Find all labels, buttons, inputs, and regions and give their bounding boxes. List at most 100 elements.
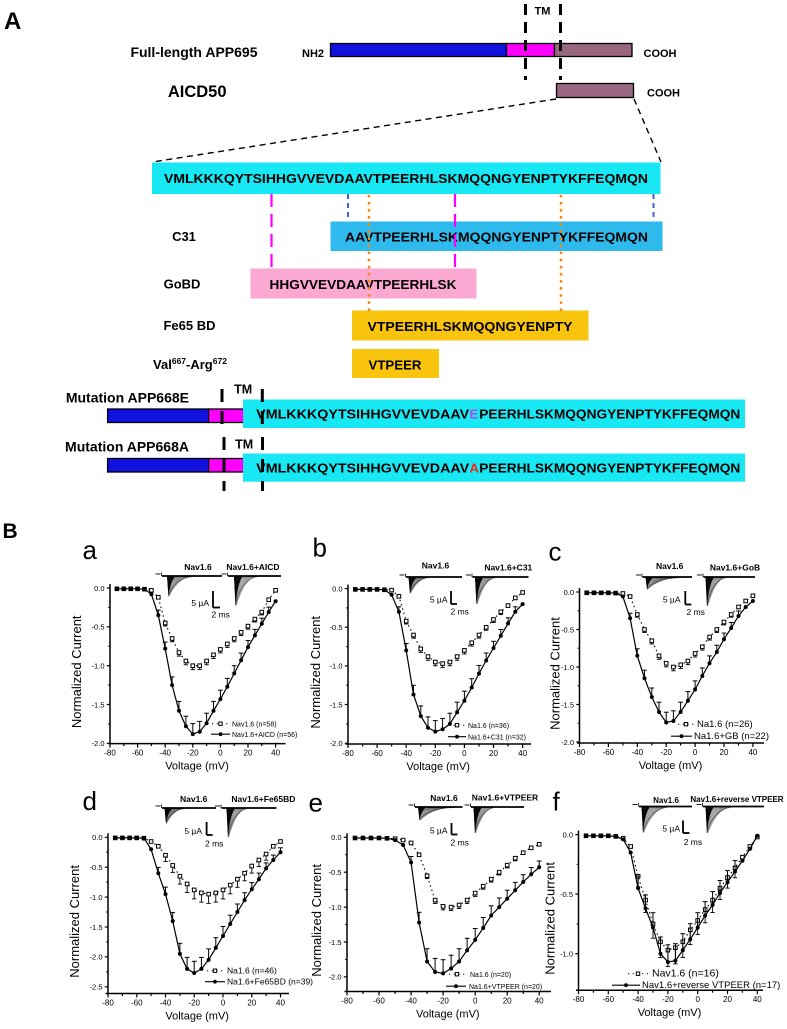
svg-text:40: 40 — [271, 749, 280, 758]
svg-text:-2.0: -2.0 — [329, 973, 342, 982]
svg-text:5 µA: 5 µA — [191, 598, 209, 608]
svg-text:0: 0 — [221, 999, 226, 1008]
svg-text:2 ms: 2 ms — [684, 837, 702, 847]
svg-text:Nav1.6: Nav1.6 — [422, 561, 450, 571]
svg-text:Full-length APP695: Full-length APP695 — [130, 44, 257, 60]
svg-text:Fe65 BD: Fe65 BD — [163, 318, 215, 333]
svg-text:-2.0: -2.0 — [92, 739, 105, 748]
svg-text:-0.5: -0.5 — [330, 623, 343, 632]
svg-text:Na1.6 (n=36): Na1.6 (n=36) — [468, 723, 509, 730]
svg-text:40: 40 — [753, 995, 762, 1004]
svg-text:Voltage (mV): Voltage (mV) — [165, 761, 229, 773]
svg-text:20: 20 — [723, 995, 732, 1004]
svg-text:-40: -40 — [405, 997, 417, 1006]
svg-text:VMLKKKQYTSIHHGVVEVDAAV: VMLKKKQYTSIHHGVVEVDAAV — [256, 407, 469, 422]
svg-text:GoBD: GoBD — [164, 277, 201, 292]
svg-text:-60: -60 — [603, 748, 615, 757]
svg-text:5 µA: 5 µA — [430, 595, 448, 605]
svg-text:-60: -60 — [131, 999, 143, 1008]
svg-text:-40: -40 — [632, 995, 644, 1004]
svg-text:2 ms: 2 ms — [687, 607, 705, 617]
svg-text:Voltage (mV): Voltage (mV) — [639, 760, 703, 772]
svg-text:-1.0: -1.0 — [90, 893, 103, 902]
svg-text:2 ms: 2 ms — [212, 610, 230, 620]
svg-text:-1.5: -1.5 — [561, 700, 574, 709]
svg-text:Normalized Current: Normalized Current — [543, 862, 558, 975]
svg-text:Mutation APP668A: Mutation APP668A — [65, 439, 189, 455]
svg-text:Nav1.6 (n=16): Nav1.6 (n=16) — [652, 968, 719, 980]
svg-text:0: 0 — [473, 997, 478, 1006]
svg-text:TM: TM — [235, 438, 253, 452]
svg-text:a: a — [83, 535, 98, 565]
svg-text:-80: -80 — [104, 749, 116, 758]
svg-text:5 µA: 5 µA — [663, 595, 681, 605]
svg-text:-80: -80 — [342, 749, 354, 758]
svg-text:COOH: COOH — [644, 48, 677, 60]
svg-text:20: 20 — [244, 749, 253, 758]
svg-text:Voltage (mV): Voltage (mV) — [406, 761, 470, 773]
svg-text:-2.5: -2.5 — [90, 983, 103, 992]
svg-text:Nav1.6+reverse VTPEER: Nav1.6+reverse VTPEER — [690, 795, 783, 804]
svg-text:COOH: COOH — [647, 88, 680, 100]
svg-text:TM: TM — [535, 6, 551, 18]
svg-text:0: 0 — [693, 748, 698, 757]
svg-text:-0.5: -0.5 — [92, 623, 105, 632]
svg-text:Nav1.6: Nav1.6 — [180, 794, 208, 804]
svg-text:0.0: 0.0 — [331, 833, 341, 842]
svg-text:Na1.6 (n=46): Na1.6 (n=46) — [227, 966, 277, 976]
svg-text:VMLKKKQYTSIHHGVVEVDAAVTPEERHLS: VMLKKKQYTSIHHGVVEVDAAVTPEERHLSKMQQNGYENP… — [164, 171, 648, 186]
svg-text:PEERHLSKMQQNGYENPTYKFFEQMQN: PEERHLSKMQQNGYENPTYKFFEQMQN — [479, 461, 740, 476]
svg-text:-60: -60 — [132, 749, 144, 758]
svg-text:Voltage (mV): Voltage (mV) — [165, 1011, 229, 1023]
svg-text:0: 0 — [218, 749, 223, 758]
svg-text:-1.0: -1.0 — [330, 662, 343, 671]
svg-text:Voltage (mV): Voltage (mV) — [416, 1009, 480, 1021]
svg-text:Nav1.6+GoB: Nav1.6+GoB — [710, 563, 760, 573]
svg-text:-1.5: -1.5 — [330, 700, 343, 709]
svg-text:5 µA: 5 µA — [184, 826, 202, 836]
svg-text:-80: -80 — [102, 999, 114, 1008]
svg-text:40: 40 — [276, 999, 285, 1008]
svg-text:Nav1.6+VTPEER: Nav1.6+VTPEER — [472, 793, 538, 803]
svg-text:0: 0 — [462, 749, 467, 758]
svg-text:0: 0 — [695, 995, 700, 1004]
svg-text:Na1.6 (n=20): Na1.6 (n=20) — [470, 972, 511, 979]
svg-text:Nav1.6: Nav1.6 — [184, 562, 212, 572]
svg-text:Nav1.6+C31: Nav1.6+C31 — [484, 563, 532, 573]
svg-text:C31: C31 — [172, 229, 196, 244]
svg-text:20: 20 — [720, 748, 729, 757]
svg-text:0.0: 0.0 — [564, 588, 574, 597]
svg-text:Mutation APP668E: Mutation APP668E — [66, 390, 189, 406]
svg-text:-0.5: -0.5 — [329, 868, 342, 877]
svg-text:-20: -20 — [430, 749, 442, 758]
svg-text:5 µA: 5 µA — [430, 826, 448, 836]
svg-text:-1.5: -1.5 — [90, 923, 103, 932]
svg-text:-2.0: -2.0 — [561, 738, 574, 747]
svg-text:-40: -40 — [400, 749, 412, 758]
svg-text:-20: -20 — [188, 999, 200, 1008]
svg-text:-40: -40 — [632, 748, 644, 757]
svg-text:-1.5: -1.5 — [92, 700, 105, 709]
svg-text:-80: -80 — [574, 748, 586, 757]
svg-text:-60: -60 — [603, 995, 615, 1004]
svg-text:Na1.6+Fe65BD (n=39): Na1.6+Fe65BD (n=39) — [227, 977, 313, 987]
svg-text:-1.0: -1.0 — [329, 903, 342, 912]
svg-text:Normalized Current: Normalized Current — [548, 617, 563, 730]
svg-text:c: c — [549, 537, 562, 567]
svg-text:2 ms: 2 ms — [205, 839, 223, 849]
svg-text:Na1.6+GB (n=22): Na1.6+GB (n=22) — [694, 731, 769, 742]
svg-text:-0.5: -0.5 — [561, 625, 574, 634]
svg-text:-20: -20 — [662, 995, 674, 1004]
svg-text:Nav1.6: Nav1.6 — [653, 796, 679, 805]
svg-text:20: 20 — [489, 749, 498, 758]
svg-text:-40: -40 — [159, 749, 171, 758]
svg-text:d: d — [83, 786, 97, 816]
svg-text:0.0: 0.0 — [563, 830, 573, 839]
svg-text:Normalized Current: Normalized Current — [69, 615, 84, 728]
svg-text:Na1.6+C31 (n=32): Na1.6+C31 (n=32) — [468, 735, 526, 742]
svg-text:Nav1.6: Nav1.6 — [656, 561, 684, 571]
svg-text:Nav1.6: Nav1.6 — [430, 793, 458, 803]
svg-text:0.0: 0.0 — [92, 833, 102, 842]
svg-text:5 µA: 5 µA — [662, 824, 680, 834]
svg-text:-0.5: -0.5 — [90, 863, 103, 872]
